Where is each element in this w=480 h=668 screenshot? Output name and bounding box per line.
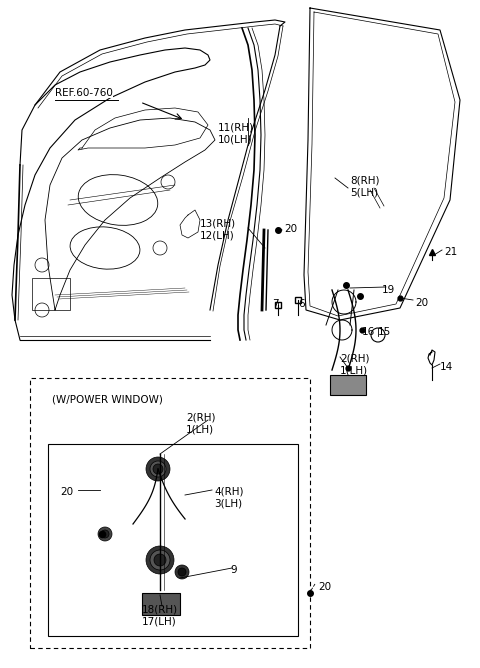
Text: 18(RH): 18(RH) bbox=[142, 604, 178, 614]
Text: 3(LH): 3(LH) bbox=[214, 499, 242, 509]
Text: 17(LH): 17(LH) bbox=[142, 616, 177, 626]
Text: 19: 19 bbox=[382, 285, 395, 295]
Text: 20: 20 bbox=[318, 582, 331, 592]
Text: 6: 6 bbox=[298, 299, 305, 309]
Circle shape bbox=[175, 565, 189, 579]
Text: REF.60-760: REF.60-760 bbox=[55, 88, 113, 98]
Circle shape bbox=[153, 464, 163, 474]
Bar bbox=[48, 444, 298, 636]
Bar bbox=[32, 278, 70, 310]
Text: 20: 20 bbox=[60, 487, 73, 497]
Text: 21: 21 bbox=[444, 247, 457, 257]
Circle shape bbox=[154, 554, 166, 566]
Text: 1(LH): 1(LH) bbox=[186, 425, 214, 435]
Text: 1(LH): 1(LH) bbox=[340, 365, 368, 375]
Text: 10(LH): 10(LH) bbox=[218, 134, 252, 144]
Text: 11(RH): 11(RH) bbox=[218, 122, 254, 132]
Text: 5(LH): 5(LH) bbox=[350, 187, 378, 197]
Circle shape bbox=[178, 568, 186, 576]
Circle shape bbox=[98, 527, 112, 541]
Circle shape bbox=[101, 530, 109, 538]
Text: 8(RH): 8(RH) bbox=[350, 175, 380, 185]
Bar bbox=[330, 375, 366, 395]
Text: 12(LH): 12(LH) bbox=[200, 230, 235, 240]
Text: 4(RH): 4(RH) bbox=[214, 487, 243, 497]
Circle shape bbox=[146, 457, 170, 481]
Text: 20: 20 bbox=[415, 298, 428, 308]
Text: 9: 9 bbox=[230, 565, 237, 575]
Text: 2(RH): 2(RH) bbox=[186, 413, 216, 423]
Text: 16: 16 bbox=[362, 327, 375, 337]
Circle shape bbox=[150, 550, 170, 570]
Text: 13(RH): 13(RH) bbox=[200, 218, 236, 228]
Bar bbox=[30, 378, 310, 648]
Text: 15: 15 bbox=[378, 327, 391, 337]
Circle shape bbox=[150, 461, 166, 477]
Text: 7: 7 bbox=[272, 299, 278, 309]
Circle shape bbox=[146, 546, 174, 574]
Text: 2(RH): 2(RH) bbox=[340, 353, 370, 363]
Bar bbox=[142, 593, 180, 615]
Text: 20: 20 bbox=[284, 224, 297, 234]
Text: (W/POWER WINDOW): (W/POWER WINDOW) bbox=[52, 394, 163, 404]
Text: REF.60-760: REF.60-760 bbox=[55, 88, 113, 98]
Text: 14: 14 bbox=[440, 362, 453, 372]
